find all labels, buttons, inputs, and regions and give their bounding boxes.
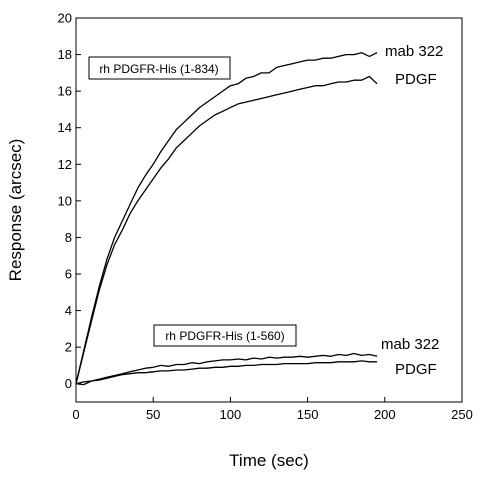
plot-frame [75,17,463,403]
y-tick-label: 20 [58,11,72,26]
y-axis-title: Response (arcsec) [6,139,25,282]
y-tick-label: 0 [65,376,72,391]
annotation-1834: rh PDGFR-His (1-834) [99,62,218,76]
y-tick-label: 8 [65,230,72,245]
series-line-1 [75,75,378,384]
x-tick-label: 150 [297,407,319,422]
y-tick-label: 6 [65,267,72,282]
series-label-mab322-1834: mab 322 [385,43,443,60]
annotation-box-1834 [88,56,231,80]
series-label-pdgf-1834: PDGF [395,71,437,88]
x-tick-label: 250 [451,407,473,422]
annotation-560: rh PDGFR-His (1-560) [165,329,284,343]
y-tick-label: 2 [65,340,72,355]
series-line-0 [75,52,378,384]
x-tick-label: 200 [374,407,396,422]
x-tick-label: 0 [72,407,79,422]
series-line-3 [75,360,378,386]
series-label-pdgf-560: PDGF [395,361,437,378]
x-tick-label: 100 [220,407,242,422]
annotation-box-560 [153,324,297,347]
y-axis-ticks: 0 2 4 6 8 10 12 14 16 18 20 [58,11,81,391]
x-tick-label: 50 [146,407,160,422]
y-tick-label: 18 [58,47,72,62]
y-tick-label: 16 [58,84,72,99]
y-tick-label: 12 [58,157,72,172]
y-tick-label: 10 [58,193,72,208]
y-tick-label: 4 [65,303,72,318]
y-tick-label: 14 [58,120,72,135]
series-label-mab322-560: mab 322 [381,336,439,353]
x-axis-ticks: 0 50 100 150 200 250 [72,397,473,422]
series-lines [75,52,378,386]
series-line-2 [75,352,378,385]
x-axis-title: Time (sec) [229,451,309,470]
